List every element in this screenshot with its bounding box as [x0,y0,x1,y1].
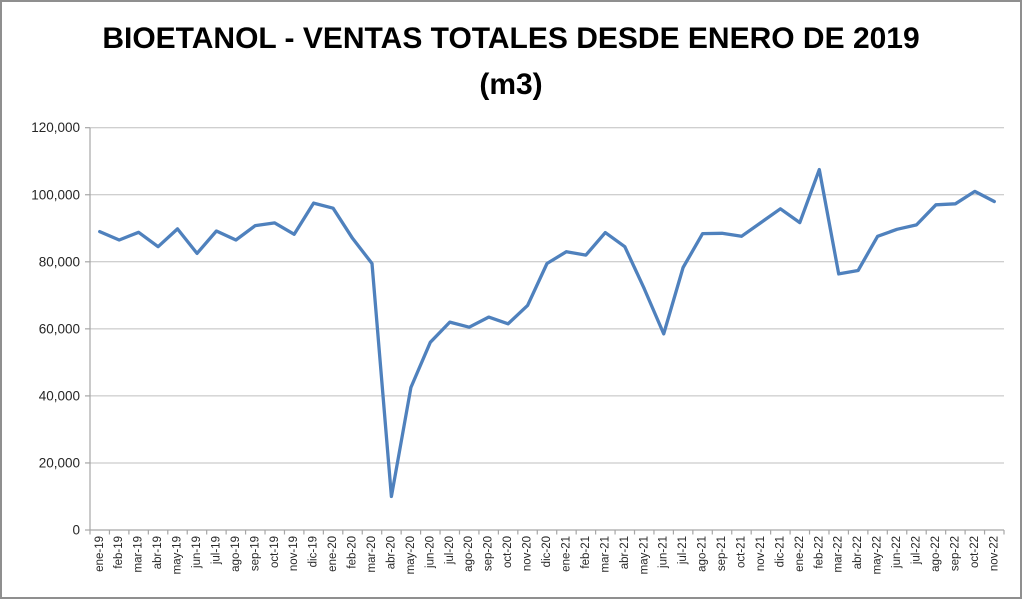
x-tick-label: feb-22 [813,536,825,569]
y-tick-label: 100,000 [31,187,80,202]
x-tick-label: oct-20 [502,536,514,568]
y-tick-label: 40,000 [39,388,80,403]
x-tick-label: ago-19 [230,536,242,572]
x-tick-label: may-19 [172,536,184,574]
x-tick-label: mar-19 [133,536,145,572]
x-tick-label: ene-20 [327,536,339,572]
x-tick-label: jun-20 [424,536,436,569]
x-tick-label: sep-20 [483,536,495,571]
x-tick-label: dic-21 [774,536,786,567]
x-tick-label: ene-19 [94,536,106,572]
x-tick-label: nov-21 [755,536,767,571]
x-tick-label: abr-21 [619,536,631,569]
x-tick-label: jun-19 [191,536,203,569]
chart-title-line1: BIOETANOL - VENTAS TOTALES DESDE ENERO D… [102,22,920,55]
x-tick-label: dic-20 [541,536,553,567]
x-tick-label: jul-20 [444,536,456,565]
x-tick-label: jun-21 [658,536,670,569]
chart-title-line2: (m3) [479,68,543,101]
x-tick-label: mar-20 [366,536,378,572]
x-tick-label: abr-20 [385,536,397,569]
x-tick-label: may-20 [405,536,417,574]
chart-title: BIOETANOL - VENTAS TOTALES DESDE ENERO D… [2,16,1020,108]
x-tick-label: jul-19 [210,536,222,565]
x-tick-label: feb-19 [113,536,125,569]
x-tick-label: abr-22 [852,536,864,569]
x-tick-label: sep-19 [249,536,261,571]
x-tick-label: oct-21 [735,536,747,568]
y-tick-label: 120,000 [31,120,80,135]
x-tick-label: ago-20 [463,536,475,572]
x-tick-label: ago-21 [697,536,709,572]
x-tick-label: sep-21 [716,536,728,571]
y-tick-label: 20,000 [39,455,80,470]
x-tick-label: oct-22 [969,536,981,568]
x-tick-label: mar-21 [599,536,611,572]
x-tick-label: may-21 [638,536,650,574]
x-tick-label: oct-19 [269,536,281,568]
y-tick-label: 0 [72,523,80,538]
x-tick-label: ene-21 [560,536,572,572]
x-tick-label: abr-19 [152,536,164,569]
x-tick-label: nov-22 [988,536,1000,571]
series-line [98,167,996,499]
x-tick-label: nov-19 [288,536,300,571]
x-tick-label: jul-22 [911,536,923,565]
y-tick-label: 60,000 [39,321,80,336]
x-tick-label: ago-22 [930,536,942,572]
x-tick-label: ene-22 [794,536,806,572]
x-tick-label: dic-19 [308,536,320,567]
y-tick-label: 80,000 [39,254,80,269]
x-tick-label: feb-21 [580,536,592,569]
x-tick-label: jun-22 [891,536,903,569]
x-tick-label: may-22 [872,536,884,574]
x-tick-label: sep-22 [949,536,961,571]
x-tick-label: jul-21 [677,536,689,565]
x-tick-label: mar-22 [833,536,845,572]
x-tick-label: feb-20 [347,536,359,569]
x-tick-label: nov-20 [522,536,534,571]
